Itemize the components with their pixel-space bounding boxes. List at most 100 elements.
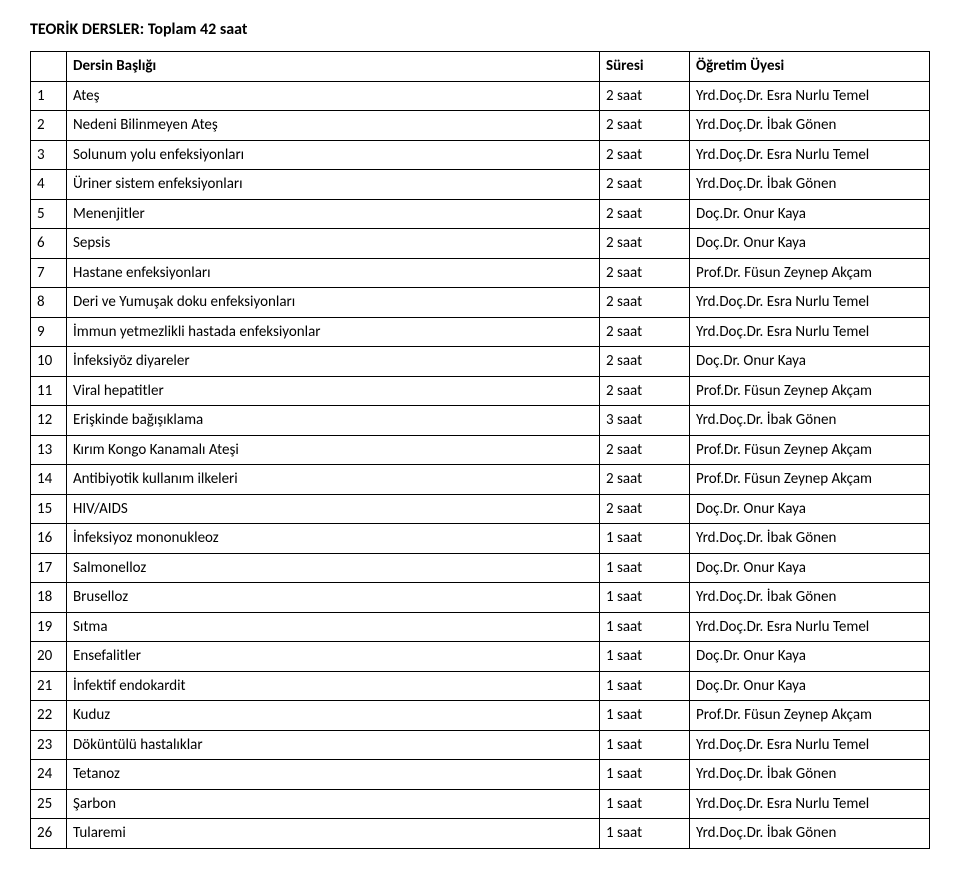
- cell-title: Solunum yolu enfeksiyonları: [67, 140, 600, 170]
- table-row: 15HIV/AIDS2 saatDoç.Dr. Onur Kaya: [31, 494, 930, 524]
- cell-instructor: Doç.Dr. Onur Kaya: [690, 199, 930, 229]
- cell-duration: 2 saat: [600, 465, 690, 495]
- cell-number: 18: [31, 583, 67, 613]
- cell-duration: 1 saat: [600, 671, 690, 701]
- table-row: 19Sıtma1 saatYrd.Doç.Dr. Esra Nurlu Teme…: [31, 612, 930, 642]
- cell-duration: 1 saat: [600, 730, 690, 760]
- table-row: 18Bruselloz1 saatYrd.Doç.Dr. İbak Gönen: [31, 583, 930, 613]
- cell-duration: 1 saat: [600, 553, 690, 583]
- cell-instructor: Yrd.Doç.Dr. Esra Nurlu Temel: [690, 140, 930, 170]
- table-row: 3Solunum yolu enfeksiyonları2 saatYrd.Do…: [31, 140, 930, 170]
- cell-duration: 2 saat: [600, 288, 690, 318]
- cell-number: 3: [31, 140, 67, 170]
- cell-instructor: Yrd.Doç.Dr. Esra Nurlu Temel: [690, 317, 930, 347]
- cell-title: Hastane enfeksiyonları: [67, 258, 600, 288]
- table-row: 4Üriner sistem enfeksiyonları2 saatYrd.D…: [31, 170, 930, 200]
- cell-duration: 1 saat: [600, 642, 690, 672]
- cell-number: 15: [31, 494, 67, 524]
- cell-instructor: Doç.Dr. Onur Kaya: [690, 494, 930, 524]
- cell-instructor: Doç.Dr. Onur Kaya: [690, 642, 930, 672]
- cell-title: Nedeni Bilinmeyen Ateş: [67, 111, 600, 141]
- cell-duration: 3 saat: [600, 406, 690, 436]
- cell-number: 23: [31, 730, 67, 760]
- cell-duration: 2 saat: [600, 229, 690, 259]
- cell-number: 26: [31, 819, 67, 849]
- cell-duration: 1 saat: [600, 789, 690, 819]
- cell-title: Kuduz: [67, 701, 600, 731]
- cell-duration: 2 saat: [600, 140, 690, 170]
- cell-number: 11: [31, 376, 67, 406]
- cell-number: 20: [31, 642, 67, 672]
- cell-duration: 2 saat: [600, 199, 690, 229]
- col-header-duration: Süresi: [600, 52, 690, 82]
- cell-title: Deri ve Yumuşak doku enfeksiyonları: [67, 288, 600, 318]
- table-row: 14Antibiyotik kullanım ilkeleri2 saatPro…: [31, 465, 930, 495]
- cell-duration: 1 saat: [600, 612, 690, 642]
- table-row: 10İnfeksiyöz diyareler2 saatDoç.Dr. Onur…: [31, 347, 930, 377]
- cell-number: 10: [31, 347, 67, 377]
- table-row: 20Ensefalitler1 saatDoç.Dr. Onur Kaya: [31, 642, 930, 672]
- table-row: 25Şarbon1 saatYrd.Doç.Dr. Esra Nurlu Tem…: [31, 789, 930, 819]
- cell-number: 12: [31, 406, 67, 436]
- cell-duration: 2 saat: [600, 435, 690, 465]
- cell-instructor: Doç.Dr. Onur Kaya: [690, 347, 930, 377]
- cell-title: Sıtma: [67, 612, 600, 642]
- cell-instructor: Yrd.Doç.Dr. Esra Nurlu Temel: [690, 612, 930, 642]
- cell-number: 8: [31, 288, 67, 318]
- cell-title: Kırım Kongo Kanamalı Ateşi: [67, 435, 600, 465]
- cell-duration: 2 saat: [600, 494, 690, 524]
- cell-duration: 2 saat: [600, 317, 690, 347]
- cell-instructor: Yrd.Doç.Dr. İbak Gönen: [690, 760, 930, 790]
- cell-instructor: Yrd.Doç.Dr. Esra Nurlu Temel: [690, 730, 930, 760]
- cell-number: 2: [31, 111, 67, 141]
- cell-number: 21: [31, 671, 67, 701]
- table-row: 17Salmonelloz1 saatDoç.Dr. Onur Kaya: [31, 553, 930, 583]
- table-row: 24Tetanoz1 saatYrd.Doç.Dr. İbak Gönen: [31, 760, 930, 790]
- cell-duration: 1 saat: [600, 524, 690, 554]
- cell-instructor: Yrd.Doç.Dr. İbak Gönen: [690, 111, 930, 141]
- table-row: 7Hastane enfeksiyonları2 saatProf.Dr. Fü…: [31, 258, 930, 288]
- cell-instructor: Doç.Dr. Onur Kaya: [690, 553, 930, 583]
- cell-number: 16: [31, 524, 67, 554]
- cell-number: 6: [31, 229, 67, 259]
- cell-title: Viral hepatitler: [67, 376, 600, 406]
- cell-title: Erişkinde bağışıklama: [67, 406, 600, 436]
- table-row: 6Sepsis2 saatDoç.Dr. Onur Kaya: [31, 229, 930, 259]
- cell-number: 19: [31, 612, 67, 642]
- cell-instructor: Yrd.Doç.Dr. İbak Gönen: [690, 406, 930, 436]
- table-row: 5Menenjitler2 saatDoç.Dr. Onur Kaya: [31, 199, 930, 229]
- table-row: 23Döküntülü hastalıklar1 saatYrd.Doç.Dr.…: [31, 730, 930, 760]
- cell-title: İmmun yetmezlikli hastada enfeksiyonlar: [67, 317, 600, 347]
- cell-title: İnfeksiyoz mononukleoz: [67, 524, 600, 554]
- cell-title: Bruselloz: [67, 583, 600, 613]
- cell-instructor: Yrd.Doç.Dr. İbak Gönen: [690, 524, 930, 554]
- page-title: TEORİK DERSLER: Toplam 42 saat: [30, 20, 930, 39]
- table-header-row: Dersin Başlığı Süresi Öğretim Üyesi: [31, 52, 930, 82]
- cell-title: Salmonelloz: [67, 553, 600, 583]
- cell-number: 22: [31, 701, 67, 731]
- table-row: 22Kuduz1 saatProf.Dr. Füsun Zeynep Akçam: [31, 701, 930, 731]
- cell-duration: 1 saat: [600, 583, 690, 613]
- cell-duration: 1 saat: [600, 819, 690, 849]
- cell-title: İnfektif endokardit: [67, 671, 600, 701]
- cell-duration: 1 saat: [600, 701, 690, 731]
- cell-number: 1: [31, 81, 67, 111]
- table-row: 12Erişkinde bağışıklama3 saatYrd.Doç.Dr.…: [31, 406, 930, 436]
- cell-instructor: Prof.Dr. Füsun Zeynep Akçam: [690, 376, 930, 406]
- table-row: 26Tularemi1 saatYrd.Doç.Dr. İbak Gönen: [31, 819, 930, 849]
- cell-number: 24: [31, 760, 67, 790]
- cell-instructor: Yrd.Doç.Dr. İbak Gönen: [690, 583, 930, 613]
- cell-number: 4: [31, 170, 67, 200]
- cell-number: 17: [31, 553, 67, 583]
- cell-instructor: Prof.Dr. Füsun Zeynep Akçam: [690, 701, 930, 731]
- cell-number: 7: [31, 258, 67, 288]
- cell-instructor: Prof.Dr. Füsun Zeynep Akçam: [690, 435, 930, 465]
- col-header-instructor: Öğretim Üyesi: [690, 52, 930, 82]
- cell-instructor: Yrd.Doç.Dr. Esra Nurlu Temel: [690, 81, 930, 111]
- table-row: 2Nedeni Bilinmeyen Ateş2 saatYrd.Doç.Dr.…: [31, 111, 930, 141]
- cell-title: İnfeksiyöz diyareler: [67, 347, 600, 377]
- cell-duration: 2 saat: [600, 376, 690, 406]
- cell-instructor: Yrd.Doç.Dr. Esra Nurlu Temel: [690, 288, 930, 318]
- cell-title: Şarbon: [67, 789, 600, 819]
- table-row: 8Deri ve Yumuşak doku enfeksiyonları2 sa…: [31, 288, 930, 318]
